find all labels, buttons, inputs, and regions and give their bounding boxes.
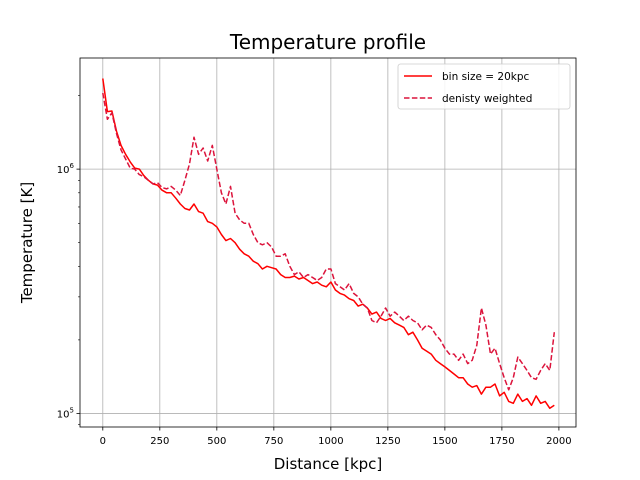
- chart-title: Temperature profile: [229, 30, 426, 54]
- legend-label: bin size = 20kpc: [442, 71, 530, 83]
- data-series: [102, 78, 556, 410]
- grid-lines: [80, 58, 576, 427]
- x-tick-label: 1750: [489, 436, 514, 447]
- x-tick-label: 500: [207, 436, 226, 447]
- x-tick-label: 750: [264, 436, 283, 447]
- series-line-density-weighted: [102, 92, 556, 391]
- y-tick-label: 105: [57, 406, 74, 420]
- legend: bin size = 20kpc denisty weighted: [397, 63, 571, 110]
- legend-box: [397, 63, 571, 110]
- x-axis-label: Distance [kpc]: [274, 455, 383, 473]
- y-axis-label: Temperature [K]: [18, 182, 36, 304]
- x-tick-label: 0: [100, 436, 106, 447]
- axis-ticks: 0 250 500 750 1000 1250 1500 1750 2000 105 106: [57, 95, 572, 447]
- y-tick-label: 106: [57, 162, 75, 176]
- x-tick-label: 1500: [432, 436, 457, 447]
- series-line-bin-size: [102, 78, 555, 410]
- x-tick-label: 250: [150, 436, 169, 447]
- legend-label: denisty weighted: [442, 93, 532, 105]
- x-tick-label: 1000: [318, 436, 343, 447]
- x-tick-label: 2000: [546, 436, 571, 447]
- x-tick-label: 1250: [375, 436, 400, 447]
